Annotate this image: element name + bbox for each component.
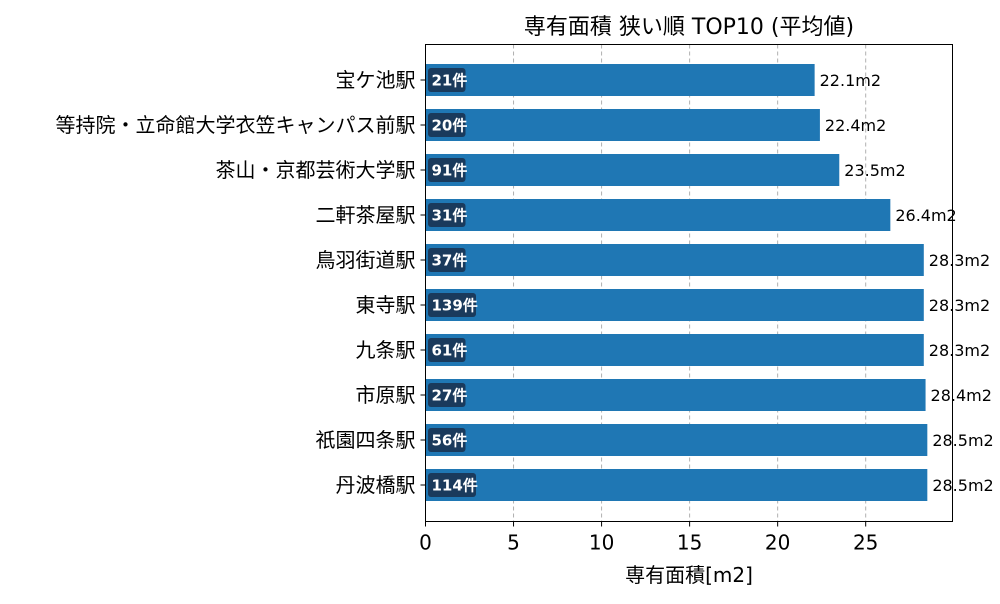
y-tick-label: 茶山・京都芸術大学駅: [216, 158, 416, 182]
count-badge: [428, 248, 466, 272]
count-label: 114件: [432, 477, 478, 495]
count-badge: [428, 113, 466, 137]
value-label: 23.5m2: [844, 161, 905, 180]
bar: [425, 64, 815, 96]
count-label: 20件: [432, 117, 468, 135]
bar: [425, 154, 840, 186]
y-tick-label: 等持院・立命館大学衣笠キャンパス前駅: [56, 113, 416, 137]
x-tick-label: 0: [419, 531, 432, 555]
y-tick-label: 宝ケ池駅: [336, 68, 416, 92]
count-label: 139件: [432, 297, 478, 315]
y-tick-label: 東寺駅: [356, 293, 416, 317]
y-tick-label: 鳥羽街道駅: [316, 248, 416, 272]
count-badge: [428, 428, 466, 452]
count-label: 56件: [432, 432, 468, 450]
count-badge: [428, 338, 466, 362]
plot-frame: [425, 44, 953, 522]
count-badge: [428, 68, 466, 92]
value-label: 28.4m2: [931, 386, 992, 405]
x-tick-label: 5: [507, 531, 520, 555]
value-label: 28.5m2: [932, 476, 993, 495]
bar: [425, 424, 928, 456]
count-badge: [428, 293, 476, 317]
chart-title: 専有面積 狭い順 TOP10 (平均値): [524, 15, 854, 40]
value-label: 28.5m2: [932, 431, 993, 450]
x-tick-label: 25: [853, 531, 878, 555]
x-tick-label: 15: [677, 531, 702, 555]
y-tick-label: 祇園四条駅: [316, 428, 416, 452]
y-tick-label: 九条駅: [356, 338, 416, 362]
value-label: 22.1m2: [820, 71, 881, 90]
count-label: 21件: [432, 72, 468, 90]
count-badge: [428, 473, 476, 497]
count-badge: [428, 203, 466, 227]
bars-layer: [425, 64, 928, 501]
bar: [425, 379, 926, 411]
x-axis-label: 専有面積[m2]: [625, 563, 753, 587]
value-label: 28.3m2: [929, 296, 990, 315]
bar: [425, 469, 928, 501]
count-badge: [428, 383, 466, 407]
value-label: 22.4m2: [825, 116, 886, 135]
value-label: 28.3m2: [929, 341, 990, 360]
value-label: 28.3m2: [929, 251, 990, 270]
count-label: 31件: [432, 207, 468, 225]
bar: [425, 109, 820, 141]
count-badge: [428, 158, 466, 182]
x-tick-label: 10: [589, 531, 614, 555]
y-tick-label: 二軒茶屋駅: [316, 203, 416, 227]
count-label: 27件: [432, 387, 468, 405]
bar: [425, 334, 924, 366]
bar: [425, 244, 924, 276]
count-label: 37件: [432, 252, 468, 270]
value-label: 26.4m2: [895, 206, 956, 225]
y-tick-label: 市原駅: [356, 383, 416, 407]
bar: [425, 289, 924, 321]
x-tick-label: 20: [765, 531, 790, 555]
bar: [425, 199, 891, 231]
count-label: 91件: [432, 162, 468, 180]
axes-layer: 0 5 10 15 20 25: [419, 79, 878, 555]
count-label: 61件: [432, 342, 468, 360]
y-tick-label: 丹波橋駅: [336, 473, 416, 497]
